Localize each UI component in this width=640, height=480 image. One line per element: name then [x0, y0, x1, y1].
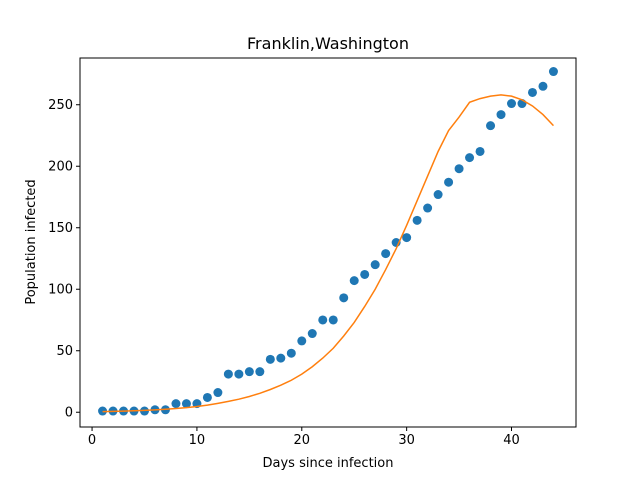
- data-point: [454, 164, 464, 174]
- data-point: [234, 369, 244, 379]
- data-point: [276, 353, 286, 363]
- y-tick-label: 250: [48, 98, 73, 113]
- data-point: [496, 110, 506, 120]
- x-tick-label: 10: [189, 433, 206, 448]
- axes-frame: [79, 57, 577, 428]
- x-tick-label: 0: [88, 433, 96, 448]
- data-point: [507, 99, 517, 109]
- data-point: [360, 269, 370, 279]
- data-point: [213, 388, 223, 398]
- data-point: [370, 260, 380, 270]
- data-point: [255, 367, 265, 377]
- data-point: [538, 81, 548, 91]
- x-axis-title: Days since infection: [263, 456, 394, 471]
- data-point: [339, 293, 349, 303]
- fit-line: [102, 94, 554, 413]
- data-point: [486, 121, 496, 131]
- data-point: [527, 87, 537, 97]
- data-point: [297, 336, 307, 346]
- y-tick-label: 150: [48, 221, 73, 236]
- y-tick-label: 100: [48, 283, 73, 298]
- chart-title: Franklin,Washington: [247, 34, 409, 53]
- plot-area: [98, 67, 558, 416]
- x-tick-label: 40: [503, 433, 520, 448]
- data-point: [444, 177, 454, 187]
- data-point: [318, 315, 328, 325]
- data-point: [171, 399, 181, 409]
- data-point: [328, 315, 338, 325]
- x-tick-label: 30: [398, 433, 415, 448]
- data-point: [202, 392, 212, 402]
- y-tick-label: 200: [48, 160, 73, 175]
- data-point: [223, 369, 233, 379]
- data-point: [349, 276, 359, 286]
- data-point: [381, 249, 391, 259]
- data-point: [265, 354, 275, 364]
- data-point: [548, 67, 558, 77]
- y-tick-label: 50: [56, 344, 73, 359]
- data-point: [423, 203, 433, 213]
- x-tick-label: 20: [294, 433, 311, 448]
- data-point: [412, 215, 422, 225]
- data-point: [307, 329, 317, 339]
- data-point: [465, 153, 475, 163]
- data-point: [244, 367, 254, 377]
- y-tick-label: 0: [65, 406, 73, 421]
- data-point: [475, 146, 485, 156]
- y-axis-title: Population infected: [24, 179, 39, 304]
- data-point: [286, 348, 296, 358]
- data-point: [433, 190, 443, 200]
- data-point: [181, 399, 191, 409]
- data-point: [402, 233, 412, 243]
- axes: 0 10 20 30 40 0 50 100 150 200 250: [48, 57, 577, 448]
